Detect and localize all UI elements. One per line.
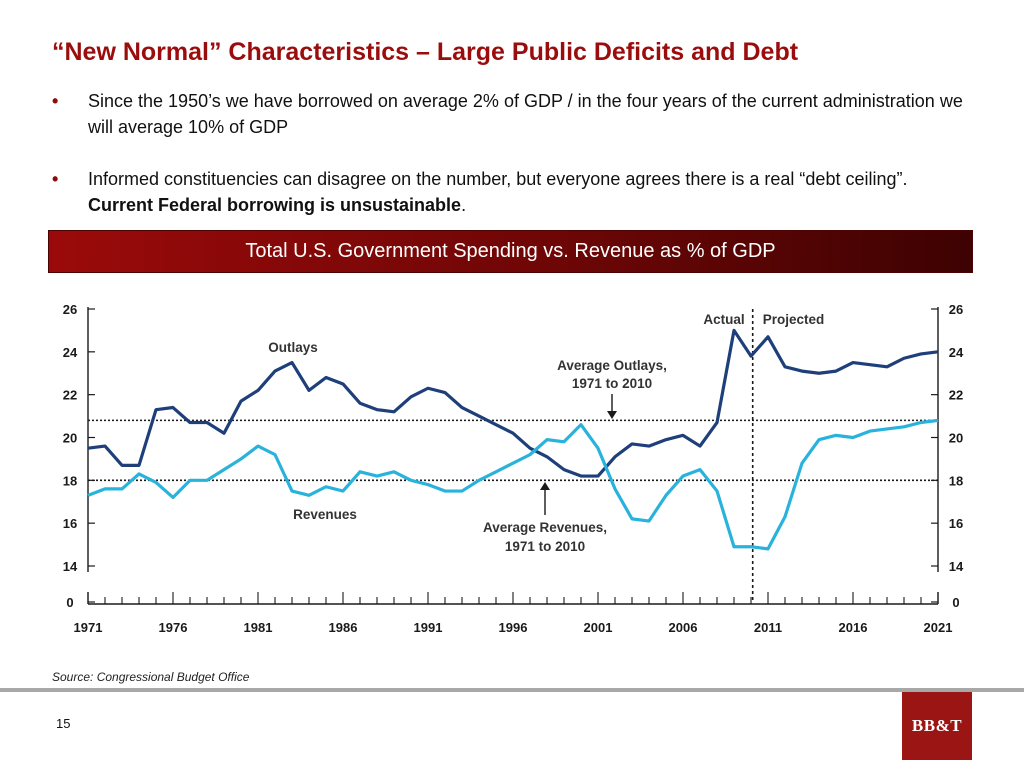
x-tick-label: 1986 — [329, 620, 358, 635]
bullet-text: Informed constituencies can disagree on … — [88, 169, 908, 189]
y-tick-label-right: 22 — [949, 388, 963, 403]
bullet-text: Since the 1950’s we have borrowed on ave… — [88, 91, 963, 137]
revenues-label: Revenues — [293, 507, 357, 522]
page-number: 15 — [56, 716, 71, 731]
reference-lines — [88, 309, 938, 602]
bullet-list: • Since the 1950’s we have borrowed on a… — [52, 88, 972, 218]
actual-label: Actual — [703, 312, 744, 327]
y-tick-label: 20 — [63, 431, 77, 446]
y-tick-label-right: 16 — [949, 516, 963, 531]
x-tick-label: 2021 — [924, 620, 953, 635]
y-tick-label-right: 20 — [949, 431, 963, 446]
y-tick-label: 26 — [63, 302, 77, 317]
bullet-item: • Informed constituencies can disagree o… — [52, 166, 972, 218]
outlays-line — [87, 328, 939, 478]
avg-outlays-label: 1971 to 2010 — [572, 376, 652, 391]
y-tick-label-right: 18 — [949, 473, 963, 488]
chart-series — [87, 328, 939, 551]
avg-revenues-label: 1971 to 2010 — [505, 539, 585, 554]
avg-outlays-label: Average Outlays, — [557, 358, 667, 373]
y-tick-label-right: 14 — [949, 559, 964, 574]
logo-text: BB&T — [911, 716, 963, 735]
x-tick-label: 2016 — [839, 620, 868, 635]
avg-outlays-arrowhead — [607, 411, 617, 419]
bullet-dot-icon: • — [52, 169, 59, 189]
y-tick-label: 18 — [63, 473, 77, 488]
y-tick-label-right: 26 — [949, 302, 963, 317]
y-tick-label: 16 — [63, 516, 77, 531]
projected-label: Projected — [763, 312, 825, 327]
bullet-item: • Since the 1950’s we have borrowed on a… — [52, 88, 972, 140]
chart-annotations: Outlays Revenues Average Outlays, 1971 to 2… — [268, 312, 824, 554]
y-tick-label: 0 — [66, 595, 73, 610]
y-tick-label: 22 — [63, 388, 77, 403]
chart-title-banner: Total U.S. Government Spending vs. Reven… — [48, 230, 973, 273]
y-tick-label-right: 0 — [952, 595, 959, 610]
x-tick-label: 2006 — [669, 620, 698, 635]
x-tick-label: 1976 — [159, 620, 188, 635]
bullet-dot-icon: • — [52, 91, 59, 111]
x-tick-label: 1996 — [499, 620, 528, 635]
x-tick-label: 2001 — [584, 620, 613, 635]
x-tick-label: 1991 — [414, 620, 443, 635]
bullet-tail: . — [461, 195, 467, 215]
y-tick-label-right: 24 — [949, 345, 964, 360]
bbt-logo: BB&T — [902, 692, 972, 760]
outlays-label: Outlays — [268, 340, 318, 355]
x-tick-label: 2011 — [754, 620, 782, 635]
revenues-line — [87, 418, 939, 551]
source-note: Source: Congressional Budget Office — [52, 670, 250, 684]
slide-title: “New Normal” Characteristics – Large Pub… — [52, 38, 799, 66]
footer-divider — [0, 688, 1024, 692]
x-tick-label: 1971 — [74, 620, 103, 635]
avg-revenues-label: Average Revenues, — [483, 520, 607, 535]
avg-revenues-arrowhead — [540, 482, 550, 490]
y-tick-label: 24 — [63, 345, 78, 360]
x-tick-label: 1981 — [244, 620, 273, 635]
y-tick-label: 14 — [63, 559, 78, 574]
bullet-bold-text: Current Federal borrowing is unsustainab… — [88, 195, 462, 215]
